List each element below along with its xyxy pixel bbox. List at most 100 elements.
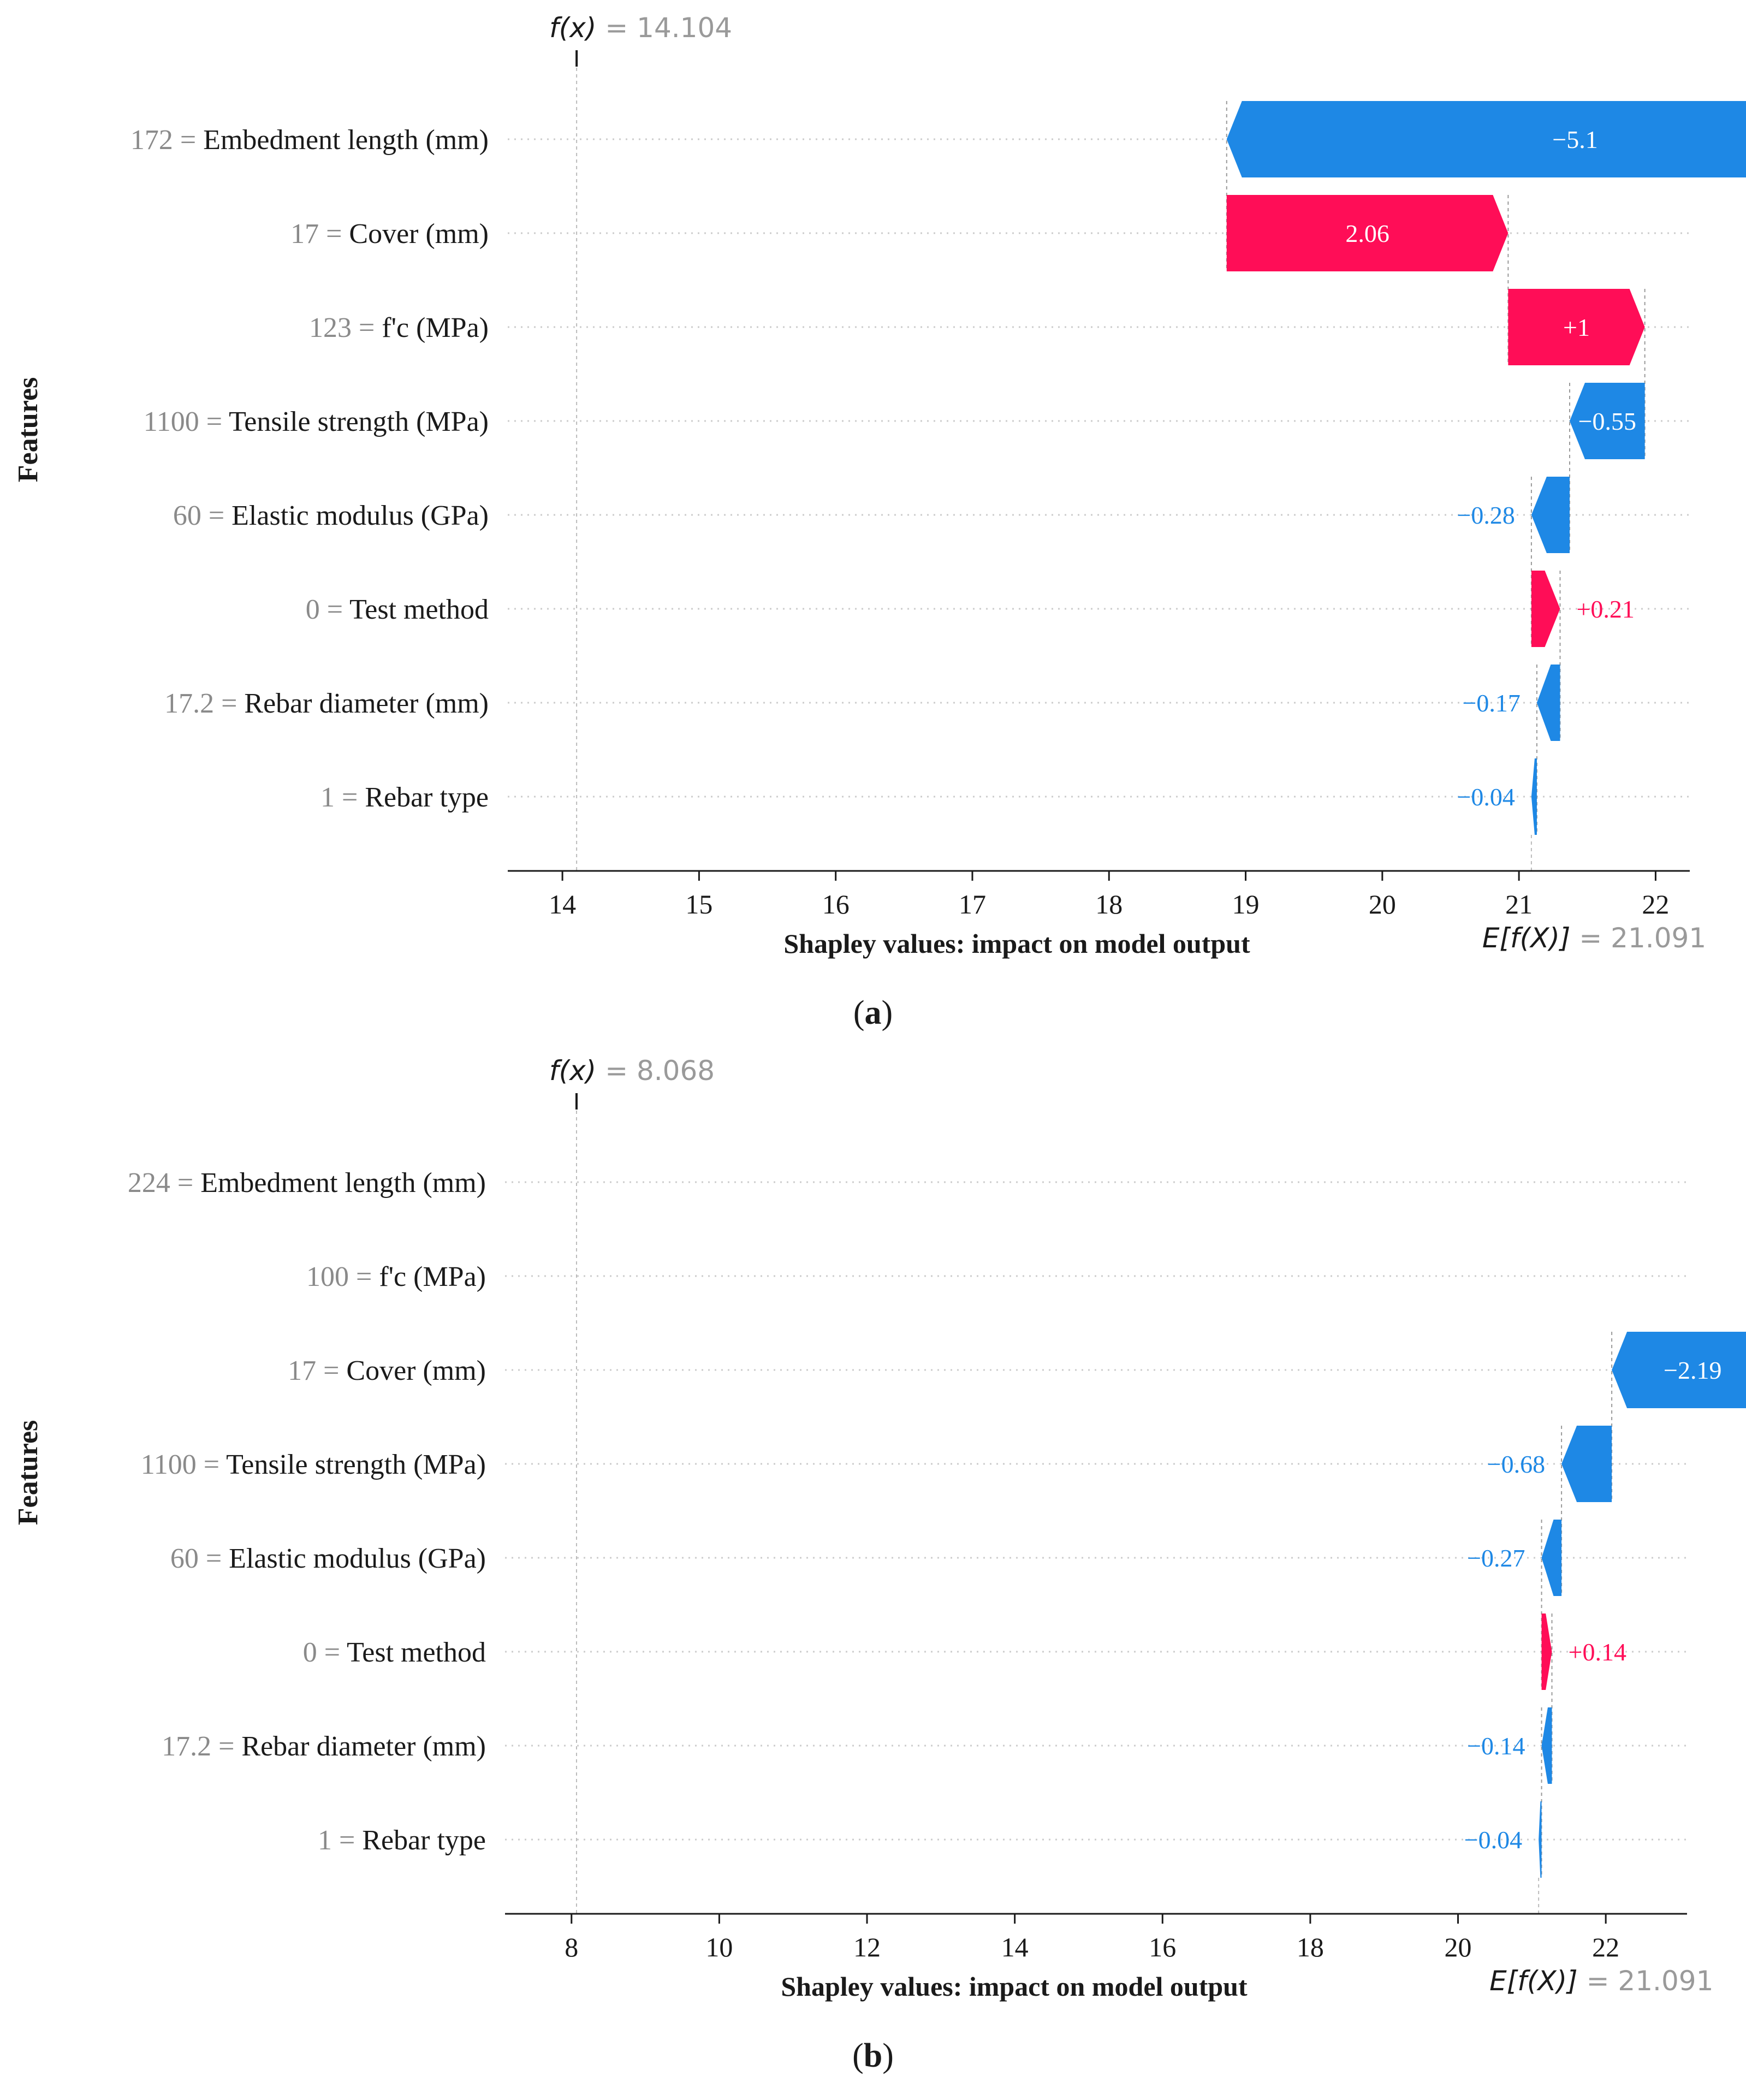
x-tick-label: 19 bbox=[1232, 889, 1260, 920]
x-tick-label: 14 bbox=[549, 889, 576, 920]
panel-label-letter: b bbox=[864, 2037, 882, 2074]
feature-label: 17 = Cover (mm) bbox=[288, 1355, 486, 1386]
waterfall-panel-a: −5.1 172 = Embedment length (mm) 2.06 17 = … bbox=[13, 12, 1746, 1031]
fx-value-text: = 8.068 bbox=[605, 1055, 715, 1087]
panel-label-open: ( bbox=[853, 994, 865, 1031]
bar-value-label: +0.14 bbox=[1569, 1638, 1626, 1666]
panel-label-close: ) bbox=[882, 2037, 894, 2074]
bar-value-label: −0.04 bbox=[1457, 783, 1515, 811]
positive-shap-bar bbox=[1508, 289, 1645, 365]
feature-equals: = bbox=[349, 1261, 379, 1292]
negative-shap-bar bbox=[1569, 383, 1645, 459]
feature-value: 60 bbox=[173, 500, 201, 531]
feature-value: 17 bbox=[288, 1355, 316, 1386]
bar-value-label: −5.1 bbox=[1552, 126, 1597, 153]
feature-value: 100 bbox=[306, 1261, 349, 1292]
feature-label: 1 = Rebar type bbox=[320, 782, 489, 813]
feature-value: 0 bbox=[303, 1637, 317, 1668]
negative-shap-bar bbox=[1541, 1520, 1562, 1596]
ex-value-text: = 21.091 bbox=[1579, 922, 1706, 954]
x-tick-label: 20 bbox=[1445, 1932, 1472, 1962]
feature-label: 60 = Elastic modulus (GPa) bbox=[173, 500, 489, 531]
feature-name: Embedment length (mm) bbox=[200, 1167, 486, 1199]
positive-shap-bar bbox=[1531, 571, 1560, 647]
feature-label: 17 = Cover (mm) bbox=[290, 218, 489, 250]
x-tick-label: 10 bbox=[705, 1932, 733, 1962]
positive-shap-bar bbox=[1541, 1613, 1552, 1690]
bar-value-label: −0.14 bbox=[1467, 1732, 1525, 1760]
fx-label: f(x) bbox=[549, 1055, 596, 1087]
feature-equals: = bbox=[201, 500, 231, 531]
ex-annotation: E[f(X)] = 21.091 bbox=[1482, 922, 1706, 954]
feature-value: 224 bbox=[128, 1167, 170, 1199]
feature-equals: = bbox=[197, 1449, 226, 1480]
negative-shap-bar bbox=[1536, 665, 1560, 741]
bar-value-label: −0.17 bbox=[1462, 689, 1520, 717]
feature-label: 0 = Test method bbox=[303, 1637, 486, 1668]
feature-name: Cover (mm) bbox=[346, 1355, 486, 1386]
y-axis-title: Features bbox=[13, 1420, 44, 1526]
feature-equals: = bbox=[352, 312, 382, 343]
x-tick-label: 22 bbox=[1642, 889, 1669, 920]
negative-shap-bar bbox=[1531, 477, 1570, 553]
x-tick-label: 8 bbox=[565, 1932, 578, 1962]
feature-equals: = bbox=[316, 1355, 346, 1386]
feature-equals: = bbox=[320, 594, 349, 625]
x-tick-label: 12 bbox=[853, 1932, 881, 1962]
feature-value: 60 bbox=[170, 1543, 199, 1574]
positive-shap-bar bbox=[1226, 195, 1509, 271]
feature-label: 224 = Embedment length (mm) bbox=[128, 1167, 486, 1199]
panel-label-close: ) bbox=[882, 994, 893, 1031]
feature-label: 172 = Embedment length (mm) bbox=[130, 124, 489, 156]
feature-name: Embedment length (mm) bbox=[203, 124, 489, 156]
feature-value: 1 bbox=[318, 1825, 332, 1856]
feature-equals: = bbox=[332, 1825, 362, 1856]
feature-equals: = bbox=[214, 688, 244, 719]
bar-value-label: −0.55 bbox=[1578, 407, 1636, 435]
negative-shap-bar bbox=[1539, 1801, 1542, 1878]
fx-annotation: f(x) = 8.068 bbox=[549, 1055, 715, 1087]
x-tick-label: 21 bbox=[1505, 889, 1533, 920]
feature-label: 1100 = Tensile strength (MPa) bbox=[144, 406, 489, 437]
feature-name: Cover (mm) bbox=[349, 218, 489, 250]
feature-value: 17.2 bbox=[164, 688, 214, 719]
feature-equals: = bbox=[199, 1543, 229, 1574]
feature-equals: = bbox=[317, 1637, 347, 1668]
feature-name: Test method bbox=[349, 594, 489, 625]
feature-label: 1 = Rebar type bbox=[318, 1825, 486, 1856]
negative-shap-bar bbox=[1226, 101, 1746, 177]
feature-name: f'c (MPa) bbox=[382, 312, 489, 343]
bar-value-label: +0.21 bbox=[1576, 595, 1634, 623]
feature-name: Rebar type bbox=[362, 1825, 486, 1856]
x-tick-label: 14 bbox=[1001, 1932, 1029, 1962]
x-axis-title: Shapley values: impact on model output bbox=[783, 928, 1250, 959]
panel-label-open: ( bbox=[852, 2037, 864, 2074]
feature-equals: = bbox=[199, 406, 229, 437]
bar-value-label: −2.19 bbox=[1664, 1356, 1721, 1384]
feature-value: 0 bbox=[306, 594, 320, 625]
feature-name: Rebar diameter (mm) bbox=[244, 688, 489, 719]
negative-shap-bar bbox=[1561, 1426, 1612, 1502]
x-tick-label: 22 bbox=[1592, 1932, 1619, 1962]
feature-label: 17.2 = Rebar diameter (mm) bbox=[164, 688, 489, 719]
ex-value-text: = 21.091 bbox=[1587, 1965, 1714, 1997]
feature-value: 1100 bbox=[144, 406, 199, 437]
bar-value-label: −0.68 bbox=[1487, 1450, 1545, 1478]
x-tick-label: 18 bbox=[1297, 1932, 1324, 1962]
bar-value-label: −0.04 bbox=[1464, 1826, 1522, 1854]
panel-label-letter: a bbox=[865, 994, 882, 1031]
x-axis-title: Shapley values: impact on model output bbox=[781, 1971, 1248, 2002]
waterfall-panel-b: −6.46224 = Embedment length (mm)3.37100 … bbox=[13, 1055, 1746, 2074]
feature-name: Test method bbox=[347, 1637, 486, 1668]
x-tick-label: 20 bbox=[1369, 889, 1396, 920]
bar-value-label: +1 bbox=[1563, 313, 1590, 341]
feature-value: 123 bbox=[309, 312, 352, 343]
bar-value-label: 2.06 bbox=[1345, 220, 1389, 247]
ex-label: E[f(X)] bbox=[1482, 922, 1570, 954]
feature-value: 1 bbox=[320, 782, 335, 813]
x-tick-label: 16 bbox=[1149, 1932, 1176, 1962]
feature-equals: = bbox=[319, 218, 349, 250]
feature-label: 17.2 = Rebar diameter (mm) bbox=[162, 1731, 486, 1762]
negative-shap-bar bbox=[1541, 1707, 1552, 1784]
x-tick-label: 16 bbox=[822, 889, 850, 920]
